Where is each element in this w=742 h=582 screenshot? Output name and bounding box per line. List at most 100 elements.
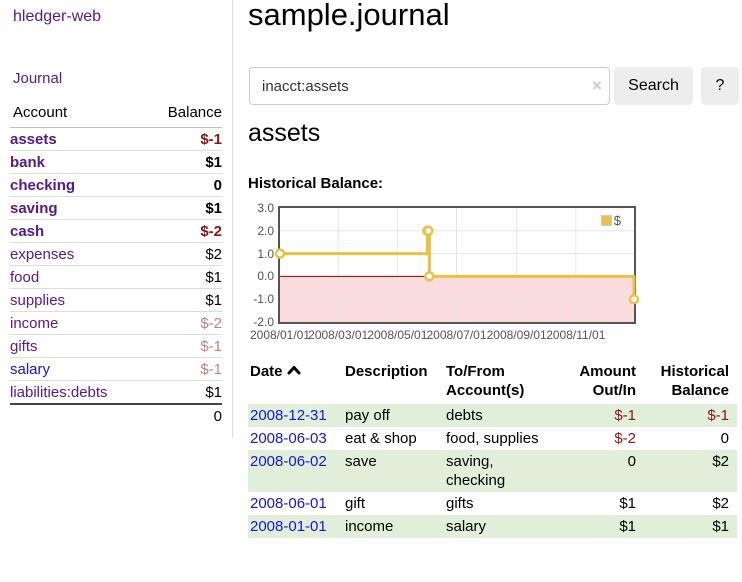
register-header-description: Description (345, 363, 428, 380)
search-button[interactable]: Search (614, 67, 693, 105)
transaction-accounts: saving, checking (446, 450, 562, 492)
help-button[interactable]: ? (701, 67, 739, 105)
y-axis-tick-label: -2.0 (253, 315, 274, 329)
account-balance: $2 (143, 242, 222, 266)
transaction-row: 2008-06-02 save saving, checking 0 $2 (248, 450, 737, 492)
account-row: food $1 (10, 265, 222, 289)
account-row: supplies $1 (10, 288, 222, 312)
account-row: gifts $-1 (10, 334, 222, 358)
account-link[interactable]: assets (10, 131, 57, 148)
account-link[interactable]: liabilities:debts (10, 384, 108, 401)
transaction-row: 2008-06-01 gift gifts $1 $2 (248, 492, 737, 515)
transaction-row: 2008-12-31 pay off debts $-1 $-1 (248, 404, 737, 427)
account-link[interactable]: gifts (10, 338, 38, 355)
transaction-date-link[interactable]: 2008-01-01 (250, 518, 327, 535)
y-axis-tick-label: -1.0 (253, 292, 274, 307)
x-axis-tick-label: 2008/09/01 (486, 328, 547, 342)
transaction-date-link[interactable]: 2008-06-01 (250, 495, 327, 512)
account-row: assets $-1 (10, 128, 222, 151)
account-balance: $-1 (143, 334, 222, 358)
transaction-balance: $-1 (644, 404, 737, 427)
transaction-amount: $1 (619, 495, 636, 512)
search-form: × Search ? (248, 67, 742, 105)
account-link[interactable]: cash (10, 223, 45, 240)
register-table: Date Description To/From Account(s) Amou… (248, 360, 737, 538)
account-heading: assets (248, 119, 321, 147)
sidebar: hledger-web Journal Account Balance asse… (0, 0, 233, 437)
transaction-balance: $1 (644, 515, 737, 538)
account-row: checking 0 (10, 173, 222, 197)
transaction-date-link[interactable]: 2008-06-02 (250, 453, 327, 470)
register-panel: Date Description To/From Account(s) Amou… (248, 360, 737, 538)
transaction-date-link[interactable]: 2008-06-03 (250, 430, 327, 447)
transaction-accounts: debts (446, 404, 562, 427)
register-header-amount: Amount Out/In (579, 363, 636, 399)
account-link[interactable]: checking (10, 177, 76, 194)
account-balance: $1 (143, 196, 222, 220)
x-axis-tick-label: 2008/05/01 (367, 328, 428, 342)
transaction-amount: $1 (562, 515, 644, 538)
sidebar-item-journal[interactable]: Journal (13, 70, 63, 87)
register-header-date[interactable]: Date (248, 360, 345, 404)
register-header-balance: Historical Balance (660, 363, 729, 399)
x-axis-tick-label: 2008/01/01 (249, 328, 311, 342)
chart-legend: $ (600, 213, 621, 228)
account-row: cash $-2 (10, 219, 222, 243)
account-link[interactable]: salary (10, 361, 51, 378)
account-balance: $1 (143, 150, 222, 174)
transaction-balance: $2 (712, 495, 729, 512)
main-content: sample.journal × Search ? assets Histori… (248, 0, 742, 582)
transaction-row: 2008-01-01 income salary $1 $1 (248, 515, 737, 538)
sort-ascending-icon (287, 366, 301, 375)
search-input[interactable] (249, 67, 610, 105)
account-row: expenses $2 (10, 242, 222, 266)
account-row: liabilities:debts $1 (10, 380, 222, 404)
y-axis-tick-label: 1.0 (257, 246, 274, 261)
app-brand-link[interactable]: hledger-web (13, 8, 102, 25)
transaction-accounts: salary (446, 515, 562, 538)
legend-swatch-icon (600, 215, 612, 226)
accounts-header-account: Account (10, 100, 144, 128)
y-axis-tick-label: 0.0 (257, 269, 274, 284)
accounts-panel: Account Balance assets $-1 bank $1 checking 0… (10, 100, 222, 427)
transaction-row: 2008-06-03 eat & shop food, supplies $-2 0 (248, 427, 737, 450)
account-link[interactable]: food (10, 269, 40, 286)
transaction-amount: 0 (562, 450, 644, 492)
account-balance: $1 (143, 265, 222, 289)
x-axis-tick-label: 2008/07/01 (426, 328, 487, 342)
transaction-balance: 0 (720, 430, 729, 447)
account-balance: $1 (143, 288, 222, 312)
date-header-label: Date (250, 363, 283, 380)
transaction-balance: $2 (644, 450, 737, 492)
transaction-amount: $-1 (562, 404, 644, 427)
transaction-description: gift (345, 495, 366, 512)
transaction-accounts: food, supplies (446, 430, 539, 447)
account-link[interactable]: expenses (10, 246, 75, 263)
x-axis-tick-label: 2008/11/01 (546, 328, 606, 342)
account-link[interactable]: saving (10, 200, 58, 217)
account-balance: $-1 (200, 131, 222, 148)
account-balance: $-1 (143, 357, 222, 381)
transaction-description: pay off (345, 404, 446, 427)
x-axis-tick-label: 2008/03/01 (308, 328, 369, 342)
account-row: salary $-1 (10, 357, 222, 381)
account-link[interactable]: supplies (10, 292, 66, 309)
historical-balance-chart: $ 3.0 2.0 1.0 0.0 -1.0 -2.0 2008/01/01 2008/03/… (248, 200, 742, 342)
account-balance: $-2 (143, 219, 222, 243)
transaction-date-link[interactable]: 2008-12-31 (250, 407, 327, 424)
transaction-accounts: gifts (446, 495, 474, 512)
clear-search-icon[interactable]: × (592, 76, 602, 95)
account-link[interactable]: income (10, 315, 59, 332)
chart-title: Historical Balance: (248, 175, 384, 192)
transaction-description: eat & shop (345, 430, 417, 447)
account-balance: $1 (143, 380, 222, 404)
page-title: sample.journal (248, 0, 450, 32)
accounts-total-value: 0 (143, 403, 222, 427)
account-row: income $-2 (10, 311, 222, 335)
accounts-total-row: 0 (10, 403, 222, 427)
y-axis-tick-label: 2.0 (257, 223, 274, 238)
y-axis-tick-label: 3.0 (257, 201, 274, 215)
account-row: bank $1 (10, 150, 222, 174)
account-row: saving $1 (10, 196, 222, 220)
account-link[interactable]: bank (10, 154, 46, 171)
